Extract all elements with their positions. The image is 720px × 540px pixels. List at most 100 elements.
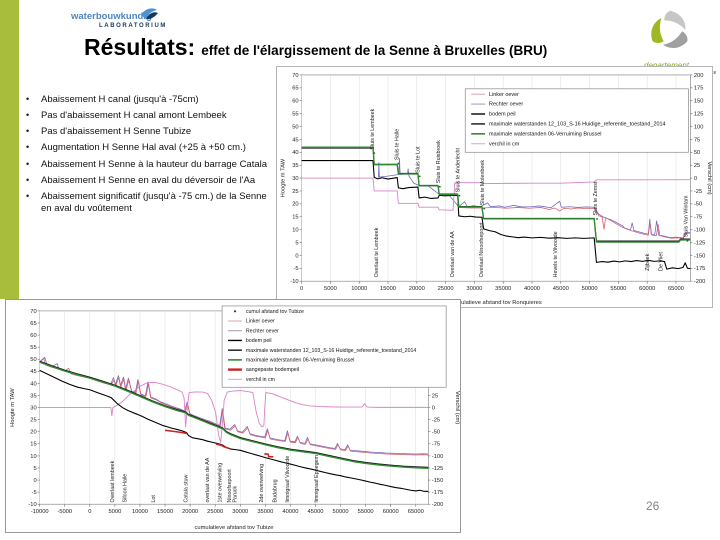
- y-tick-label-left: 50: [30, 357, 36, 363]
- y-tick-label-right: -150: [694, 253, 706, 259]
- canal-charleroi-bru-profile-svg: 0 5000 10000 15000 20000 25000 30000 35000 40000…: [281, 73, 712, 306]
- title-subtitle: effet de l'élargissement de la Senne à B…: [201, 43, 548, 58]
- y-tick-label-left: 60: [292, 99, 298, 105]
- bullet-item: Abaissement H canal (jusqu'à -75cm): [24, 94, 270, 106]
- y-tick-label-right: 0: [694, 176, 697, 182]
- legend-label: verchil in cm: [246, 377, 276, 383]
- x-tick-label: 50000: [333, 509, 349, 515]
- legend-label: cumul afstand tov Tubize: [246, 309, 304, 315]
- series-linker_oever: [39, 358, 429, 456]
- bullet-item: Pas d'abaissement H canal amont Lembeek: [24, 110, 270, 122]
- x-tick-label: 45000: [307, 509, 323, 515]
- bullet-list: Abaissement H canal (jusqu'à -75cm) Pas d…: [24, 94, 270, 215]
- y-tick-label-left: 25: [30, 418, 36, 424]
- chart-annotation: Budabrug: [272, 479, 278, 502]
- x-tick-label: 30000: [466, 286, 482, 292]
- y-tick-label-right: -25: [432, 418, 440, 424]
- y-tick-label-left: 60: [30, 333, 36, 339]
- y-tick-label-right: 175: [694, 86, 704, 92]
- chart-annotation: 1ste overwelving: [218, 463, 224, 503]
- y-tick-label-left: 0: [33, 478, 36, 484]
- legend-label: maximale waterstanden 12_103_S-16 Huidig…: [246, 348, 417, 354]
- y-axis-title-left: Hoogte m TAW: [281, 158, 287, 197]
- y-tick-label-right: -25: [694, 189, 702, 195]
- series-verschil: [39, 382, 429, 444]
- y-tick-label-left: 45: [292, 137, 298, 143]
- bullet-item: Abaissement significatif (jusqu'à -75 cm…: [24, 191, 270, 215]
- chart-annotation: Zijbeek: [645, 253, 651, 271]
- bullet-item: Abaissement H Senne à la hauteur du barr…: [24, 159, 270, 171]
- y-tick-label-right: 25: [694, 163, 700, 169]
- chart-annotation: Sluis te Anderlecht: [455, 147, 461, 192]
- x-axis-title: cumulatieve afstand tov Ronquieres: [450, 300, 542, 306]
- y-tick-label-left: -5: [32, 490, 37, 496]
- x-tick-label: 55000: [610, 286, 626, 292]
- series-verschil: [301, 177, 691, 211]
- series-linker_oever: [458, 206, 691, 239]
- y-tick-label-left: 10: [30, 454, 36, 460]
- chart-annotation: Sluis te Molenbeek: [480, 160, 486, 205]
- y-tick-label-left: 65: [30, 321, 36, 327]
- y-tick-label-left: -10: [28, 502, 36, 508]
- x-tick-label: 0: [88, 509, 91, 515]
- bullet-item: Augmentation H Senne Hal aval (+25 à +50…: [24, 142, 270, 154]
- y-tick-label-right: 50: [694, 150, 700, 156]
- y-tick-label-right: -150: [432, 478, 444, 484]
- logo-left-line2: LABORATORIUM: [99, 22, 167, 29]
- x-tick-label: 45000: [553, 286, 569, 292]
- y-tick-label-right: -125: [694, 240, 706, 246]
- results-bullet-list: Abaissement H canal (jusqu'à -75cm) Pas d…: [24, 94, 270, 219]
- y-tick-label-right: 0: [432, 405, 435, 411]
- legend-label: verchil in cm: [489, 141, 520, 147]
- x-tick-label: 60000: [639, 286, 655, 292]
- chart-annotation: limnigraaf Eppegem: [314, 454, 320, 502]
- series-bodem_peil: [301, 159, 691, 270]
- y-axis-title-right: Verschil (cm): [454, 391, 460, 424]
- y-tick-label-right: 25: [432, 393, 438, 399]
- accent-strip: [0, 0, 19, 299]
- x-axis-title: cumulatieve afstand tov Tubize: [195, 525, 274, 531]
- page-number: 26: [646, 499, 660, 513]
- legend-label: bodem peil: [489, 112, 516, 118]
- senne-profile-chart: -10000 -5000 0 5000 10000 15000 20000 25000 3000…: [5, 299, 461, 533]
- y-tick-label-left: 5: [33, 466, 36, 472]
- x-tick-label: 40000: [524, 286, 540, 292]
- chart-annotation: Sluis te Lembeek: [370, 108, 376, 149]
- y-tick-label-left: 20: [30, 430, 36, 436]
- x-tick-label: 30000: [232, 509, 248, 515]
- x-tick-label: -10000: [31, 509, 49, 515]
- bird-icon: [141, 8, 158, 20]
- y-tick-label-right: -175: [694, 266, 706, 272]
- x-tick-label: 15000: [157, 509, 173, 515]
- y-tick-label-left: -5: [294, 266, 299, 272]
- x-tick-label: 55000: [358, 509, 374, 515]
- chart-annotation: Sluis Van Wintam: [683, 195, 689, 237]
- series-verruiming_brussel: [39, 361, 429, 469]
- y-tick-label-left: 45: [30, 369, 36, 375]
- legend-label: maximale waterstanden 06-Verruiming Brus…: [489, 131, 601, 137]
- y-axis-title-left: Hoogte m TAW: [10, 388, 16, 427]
- y-tick-label-right: -125: [432, 466, 444, 472]
- y-tick-label-left: 35: [30, 393, 36, 399]
- series-aangepaste_bodempeil: [164, 429, 188, 435]
- chart-annotation: limnigraaf Vilvoorde: [285, 456, 291, 503]
- legend-label: Rechter oever: [246, 328, 279, 334]
- x-tick-label: 20000: [182, 509, 198, 515]
- x-tick-label: 65000: [668, 286, 684, 292]
- y-tick-label-left: -10: [290, 279, 298, 285]
- y-tick-label-right: -75: [694, 215, 702, 221]
- y-tick-label-right: -50: [432, 430, 440, 436]
- x-tick-label: 10000: [132, 509, 148, 515]
- y-tick-label-right: 100: [694, 124, 704, 130]
- series-bodem_peil: [39, 369, 429, 492]
- chart-annotation: Ninoofsepoort: [227, 469, 233, 503]
- y-tick-label-right: -100: [694, 228, 706, 234]
- chart-annotation: Paruck: [232, 486, 238, 503]
- x-tick-label: 60000: [383, 509, 399, 515]
- x-tick-label: 10000: [351, 286, 367, 292]
- y-tick-label-left: 15: [292, 215, 298, 221]
- y-tick-label-left: 5: [295, 240, 298, 246]
- y-tick-label-right: -200: [432, 502, 444, 508]
- legend-box: [464, 88, 689, 153]
